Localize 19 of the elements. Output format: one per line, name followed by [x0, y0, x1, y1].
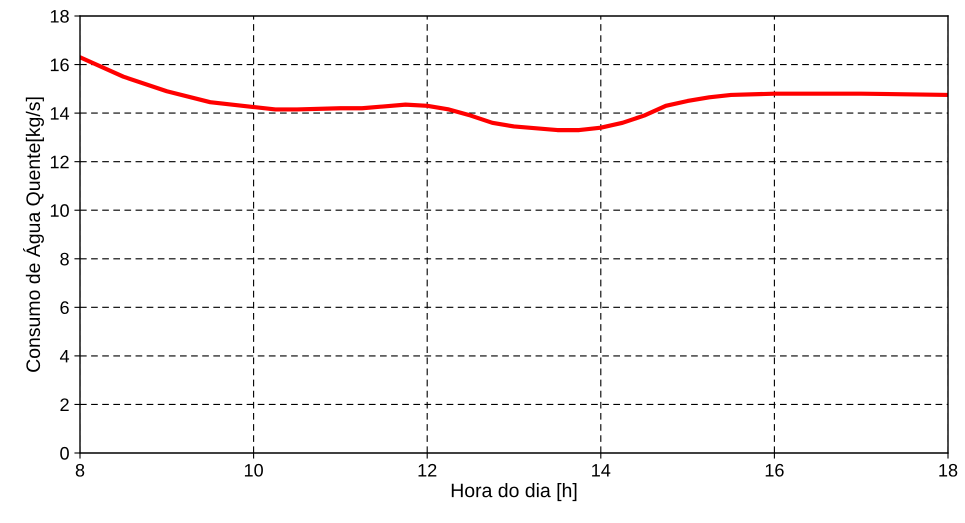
y-tick-label: 10	[50, 204, 69, 217]
line-series	[80, 55, 948, 132]
y-tick-label: 4	[60, 350, 70, 362]
x-tick-label: 16	[766, 464, 784, 477]
y-tick-label: 18	[50, 10, 69, 23]
y-axis-title: Consumo de Água Quente[kg/s]	[23, 98, 44, 372]
y-tick-label: 16	[50, 58, 69, 72]
y-tick-label: 2	[60, 398, 69, 411]
x-tick-label: 12	[418, 464, 436, 476]
x-tick-label: 8	[76, 464, 84, 477]
x-tick-label: 18	[939, 464, 958, 477]
y-tick-label: 6	[60, 301, 69, 314]
y-tick-label: 8	[60, 252, 69, 266]
y-tick-label: 0	[60, 446, 69, 460]
x-tick-label: 14	[592, 464, 610, 476]
y-tick-label: 12	[50, 156, 69, 168]
x-axis-title: Hora do dia [h]	[452, 483, 576, 502]
y-tick-label: 14	[50, 107, 70, 120]
x-tick-label: 10	[244, 464, 263, 477]
